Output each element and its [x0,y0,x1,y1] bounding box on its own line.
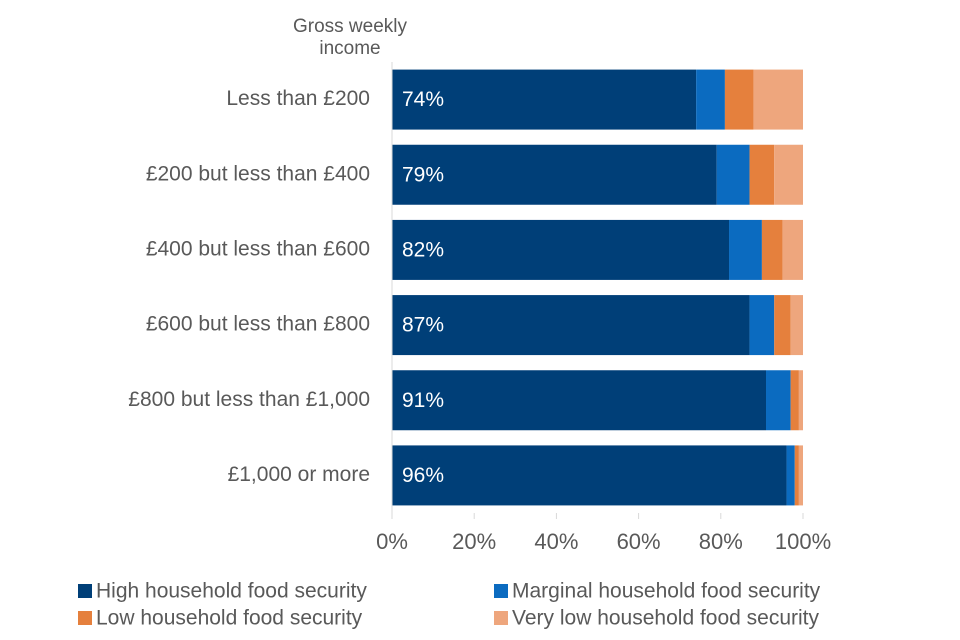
bar-segment [790,370,799,431]
legend-swatch [494,611,508,625]
bar-segment [786,445,795,506]
bar-segment [798,370,803,431]
y-tick-label: £1,000 or more [228,463,370,486]
legend-swatch [78,611,92,625]
x-tick-label: 40% [534,529,578,554]
bar-segment [798,445,803,506]
x-tick-label: 20% [452,529,496,554]
bar-segment [753,69,803,130]
bar-segment [794,445,799,506]
bar-segment [790,295,803,356]
y-axis-label: Gross weekly income [292,16,408,59]
legend-label: Low household food security [96,607,363,630]
bar-segment [749,295,775,356]
bar-segment [724,69,754,130]
bar-segment [392,445,787,506]
y-tick-label: Less than £200 [226,87,370,110]
bar-segment [782,219,803,280]
x-tick-label: 0% [376,529,408,554]
bar-segment [392,144,717,205]
bar-segment [774,144,803,205]
data-label: 87% [402,314,444,337]
bar-segment [696,69,725,130]
bar-segment [774,295,791,356]
bar-segment [761,219,783,280]
bar-segment [766,370,791,431]
bar-segment [392,69,697,130]
y-tick-label: £800 but less than £1,000 [128,388,370,411]
bar-segment [729,219,762,280]
y-tick-label: £400 but less than £600 [146,237,370,260]
legend-label: Very low household food security [512,607,820,630]
x-tick-label: 60% [617,529,661,554]
data-label: 79% [402,163,444,186]
data-label: 74% [402,88,444,111]
data-label: 96% [402,464,444,487]
legend-label: Marginal household food security [512,580,821,603]
bar-segment [716,144,750,205]
legend-label: High household food security [96,580,367,603]
data-label: 91% [402,389,444,412]
bar-segment [749,144,775,205]
bar-segment [392,370,767,431]
data-label: 82% [402,238,444,261]
y-tick-label: £200 but less than £400 [146,162,370,185]
x-tick-label: 80% [699,529,743,554]
legend-swatch [78,584,92,598]
bar-segment [392,219,730,280]
legend-swatch [494,584,508,598]
y-tick-label: £600 but less than £800 [146,313,370,336]
x-tick-label: 100% [775,529,831,554]
bar-segment [392,295,750,356]
